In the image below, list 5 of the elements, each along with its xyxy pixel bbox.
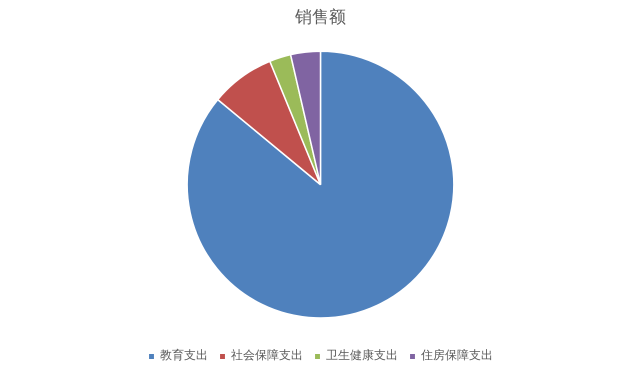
legend-label: 卫生健康支出 bbox=[326, 347, 398, 364]
legend-label: 教育支出 bbox=[160, 347, 208, 364]
chart-title: 销售额 bbox=[294, 8, 346, 26]
legend-label: 社会保障支出 bbox=[231, 347, 303, 364]
legend-label: 住房保障支出 bbox=[421, 347, 493, 364]
